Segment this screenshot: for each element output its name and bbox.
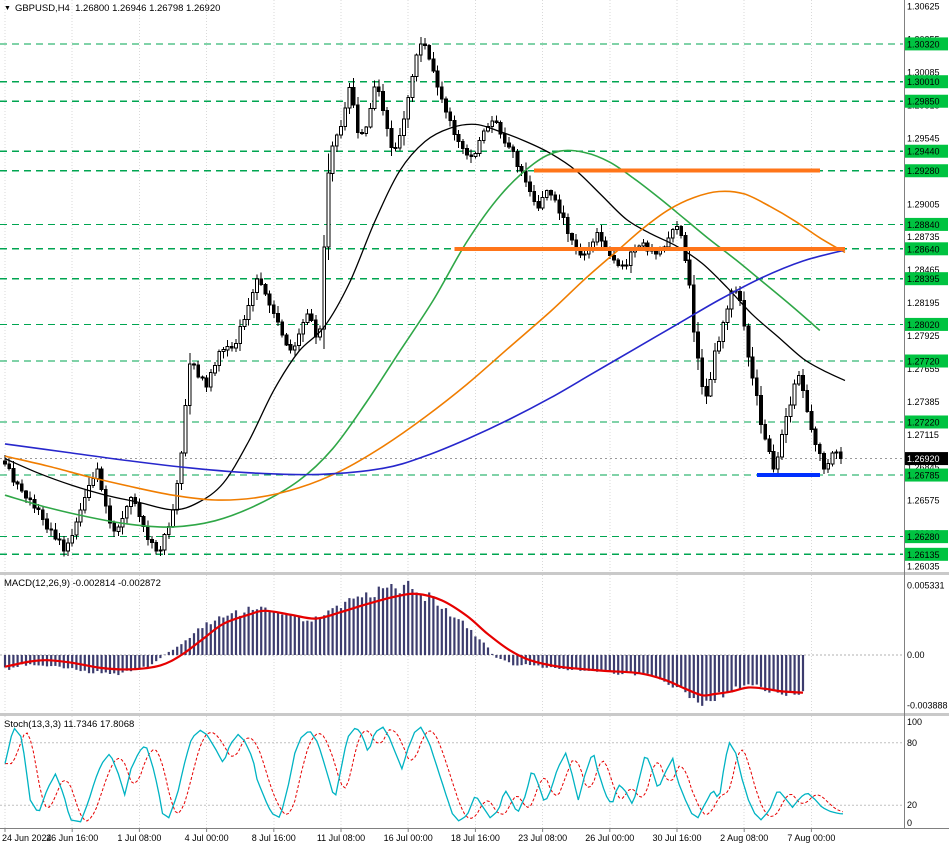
level-badge-text: 1.28640 bbox=[907, 244, 940, 254]
level-badge-text: 1.28020 bbox=[907, 320, 940, 330]
level-badge-text: 1.27720 bbox=[907, 357, 940, 367]
level-badge-text: 1.26785 bbox=[907, 471, 940, 481]
macd-signal-line bbox=[4, 592, 804, 697]
level-price-badge bbox=[905, 415, 948, 429]
level-price-badge bbox=[905, 547, 948, 561]
macd-axis-label: 0.00 bbox=[907, 650, 925, 660]
price-tick-label: 1.28195 bbox=[907, 298, 940, 308]
price-tick-label: 1.30625 bbox=[907, 2, 940, 12]
level-price-badge bbox=[905, 217, 948, 231]
price-tick-label: 1.27655 bbox=[907, 364, 940, 374]
price-tick-label: 1.26035 bbox=[907, 562, 940, 572]
price-tick-label: 1.28735 bbox=[907, 232, 940, 242]
drawn-horizontal-lines[interactable] bbox=[454, 168, 845, 478]
candle-wicks bbox=[4, 37, 842, 557]
level-price-badge bbox=[905, 37, 948, 51]
moving-averages bbox=[4, 123, 846, 528]
level-badge-text: 1.26135 bbox=[907, 550, 940, 560]
stoch-axis-label: 100 bbox=[907, 717, 922, 727]
price-axis[interactable]: 1.306251.303551.300851.298151.295451.292… bbox=[905, 2, 948, 828]
current-price-badge bbox=[905, 452, 948, 466]
date-label: 23 Jul 08:00 bbox=[518, 833, 567, 843]
bull-candles bbox=[66, 43, 839, 552]
price-tick-label: 1.28465 bbox=[907, 265, 940, 275]
level-price-badge bbox=[905, 272, 948, 286]
date-label: 26 Jun 16:00 bbox=[46, 833, 98, 843]
stoch-axis-label: 80 bbox=[907, 738, 917, 748]
grid-lines bbox=[4, 0, 812, 828]
stoch-pane bbox=[0, 726, 903, 823]
level-badge-text: 1.26280 bbox=[907, 532, 940, 542]
stoch-axis-label: 0 bbox=[907, 818, 912, 828]
pane-splitter-stoch[interactable] bbox=[0, 713, 949, 716]
stoch-label: Stoch(13,3,3) 11.7346 17.8068 bbox=[4, 719, 135, 730]
level-price-badge bbox=[905, 164, 948, 178]
price-tick-label: 1.27385 bbox=[907, 397, 940, 407]
stoch-axis-label: 20 bbox=[907, 800, 917, 810]
ma-line-black bbox=[4, 123, 846, 511]
current-price-badge-text: 1.26920 bbox=[907, 454, 940, 464]
date-label: 30 Jul 16:00 bbox=[652, 833, 701, 843]
level-badge-text: 1.27220 bbox=[907, 417, 940, 427]
ma-line-orange bbox=[4, 190, 846, 501]
level-price-badge bbox=[905, 530, 948, 544]
date-label: 16 Jul 00:00 bbox=[384, 833, 433, 843]
level-price-badge bbox=[905, 242, 948, 256]
date-label: 18 Jul 16:00 bbox=[451, 833, 500, 843]
date-label: 26 Jul 00:00 bbox=[585, 833, 634, 843]
level-badge-text: 1.30320 bbox=[907, 39, 940, 49]
pane-frame bbox=[0, 0, 949, 829]
level-badge-text: 1.29850 bbox=[907, 97, 940, 107]
candlesticks[interactable] bbox=[3, 37, 843, 557]
date-label: 7 Aug 00:00 bbox=[787, 833, 835, 843]
level-price-badge bbox=[905, 317, 948, 331]
macd-label: MACD(12,26,9) -0.002814 -0.002872 bbox=[4, 578, 161, 589]
stoch-signal-line bbox=[5, 729, 844, 822]
level-price-badge bbox=[905, 94, 948, 108]
macd-axis-label: -0.003888 bbox=[907, 701, 948, 711]
price-tick-label: 1.27925 bbox=[907, 331, 940, 341]
bear-candles bbox=[3, 43, 843, 552]
price-tick-label: 1.29545 bbox=[907, 133, 940, 143]
date-label: 8 Jul 16:00 bbox=[252, 833, 296, 843]
level-price-badge bbox=[905, 75, 948, 89]
level-badge-text: 1.28840 bbox=[907, 220, 940, 230]
level-price-badge bbox=[905, 468, 948, 482]
level-badge-text: 1.29440 bbox=[907, 147, 940, 157]
macd-pane bbox=[0, 580, 903, 706]
symbol-marker-icon: ▼ bbox=[4, 5, 11, 12]
level-badge-text: 1.29280 bbox=[907, 166, 940, 176]
symbol-ohlc-header: ▼ GBPUSD,H4 1.26800 1.26946 1.26798 1.269… bbox=[4, 3, 220, 14]
symbol-ohlc-text: GBPUSD,H4 1.26800 1.26946 1.26798 1.2692… bbox=[14, 3, 221, 14]
ma-line-blue bbox=[4, 249, 846, 476]
level-badge-text: 1.30010 bbox=[907, 77, 940, 87]
date-label: 11 Jul 08:00 bbox=[317, 833, 365, 843]
date-label: 2 Aug 08:00 bbox=[720, 833, 768, 843]
price-tick-label: 1.30085 bbox=[907, 68, 940, 78]
level-price-badge bbox=[905, 354, 948, 368]
date-label: 1 Jul 08:00 bbox=[117, 833, 161, 843]
date-label: 24 Jun 2024 bbox=[2, 833, 52, 843]
price-tick-label: 1.27115 bbox=[907, 430, 939, 440]
pane-splitter-macd[interactable] bbox=[0, 572, 949, 575]
price-tick-label: 1.26575 bbox=[907, 496, 940, 506]
level-price-badge bbox=[905, 144, 948, 158]
price-tick-label: 1.29005 bbox=[907, 199, 940, 209]
level-badge-text: 1.28395 bbox=[907, 274, 940, 284]
support-resistance-levels[interactable] bbox=[0, 43, 903, 555]
stoch-main-line bbox=[4, 726, 843, 823]
price-tick-label: 1.26845 bbox=[907, 463, 940, 473]
ma-line-green bbox=[4, 149, 821, 528]
date-label: 4 Jul 00:00 bbox=[185, 833, 229, 843]
macd-axis-label: 0.005331 bbox=[907, 581, 945, 591]
